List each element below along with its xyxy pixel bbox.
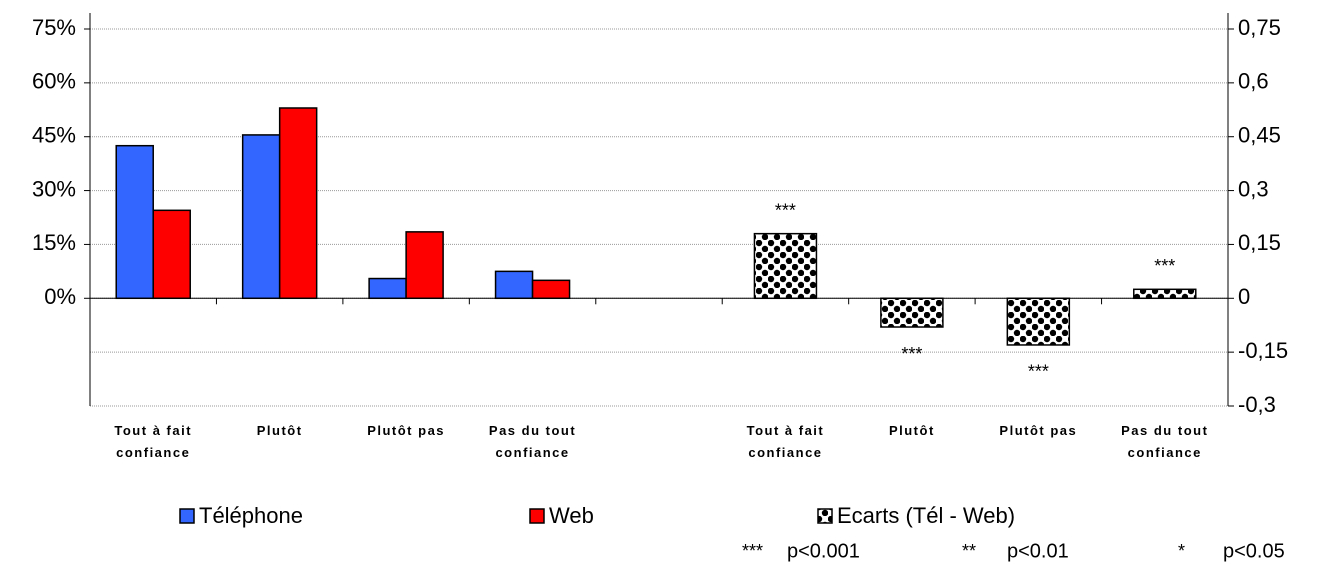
bar: [531, 279, 571, 300]
x-tick-label: Pas du tout confiance: [488, 423, 577, 460]
note-stars: *: [1178, 541, 1185, 561]
x-tick-label: Pas du tout confiance: [1121, 423, 1209, 460]
legend-label: Téléphone: [199, 503, 303, 528]
x-tick-label: Plutôt: [256, 423, 303, 438]
legend-swatch: [817, 508, 833, 524]
bar: [1133, 288, 1197, 300]
note-stars: ***: [742, 541, 763, 561]
x-tick-label: Plutôt pas: [999, 423, 1078, 438]
y-tick-label: 75%: [32, 15, 76, 40]
note-stars: **: [962, 541, 976, 561]
note-text: p<0.001: [787, 540, 860, 562]
bar: [115, 144, 154, 300]
y2-tick-label: 0,3: [1238, 176, 1269, 201]
bar: [152, 209, 191, 300]
bar: [753, 232, 818, 300]
y2-tick-label: -0,3: [1238, 392, 1276, 417]
legend-label: Ecarts (Tél - Web): [837, 503, 1015, 528]
x-tick-label: Tout à fait confiance: [746, 423, 825, 460]
y-tick-label: 15%: [32, 230, 76, 255]
x-tick-label: Tout à fait confiance: [114, 423, 193, 460]
y2-tick-label: 0,6: [1238, 69, 1269, 94]
note-text: p<0.01: [1007, 540, 1069, 562]
y2-tick-label: 0: [1238, 284, 1250, 309]
significance-label: ***: [775, 200, 796, 220]
y-tick-label: 30%: [32, 176, 76, 201]
legend-swatch: [529, 508, 545, 524]
x-tick-label: Plutôt pas: [367, 423, 446, 438]
note-text: p<0.05: [1223, 540, 1285, 562]
bar: [241, 134, 281, 300]
y2-tick-label: 0,45: [1238, 123, 1281, 148]
bar: [405, 231, 444, 300]
legend-label: Web: [549, 503, 594, 528]
y-tick-label: 45%: [32, 123, 76, 148]
y-tick-label: 60%: [32, 69, 76, 94]
y2-tick-label: 0,75: [1238, 15, 1281, 40]
x-tick-label: Plutôt: [888, 423, 935, 438]
significance-label: ***: [901, 344, 922, 364]
bar: [1006, 297, 1071, 346]
legend-swatch: [179, 508, 195, 524]
y2-tick-label: -0,15: [1238, 338, 1288, 363]
bar: [368, 277, 407, 300]
y2-tick-label: 0,15: [1238, 230, 1281, 255]
bar: [494, 270, 534, 300]
significance-label: ***: [1028, 362, 1049, 382]
y-tick-label: 0%: [44, 284, 76, 309]
bar: [880, 297, 944, 328]
significance-label: ***: [1154, 256, 1175, 276]
bar: [278, 107, 318, 300]
